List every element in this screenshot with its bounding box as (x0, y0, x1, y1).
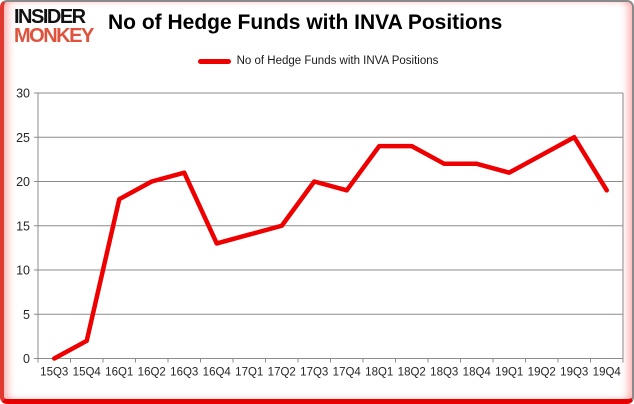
x-tick-label: 17Q4 (333, 367, 362, 379)
series-line (52, 135, 609, 361)
logo-text-monkey: MONKEY (14, 25, 94, 47)
x-tick-label: 19Q4 (593, 367, 622, 379)
x-tick-label: 15Q3 (40, 367, 68, 379)
legend-line-swatch (197, 58, 231, 64)
y-tick-label: 20 (16, 175, 30, 189)
x-tick-label: 19Q1 (495, 367, 523, 379)
x-tick-label: 18Q3 (430, 367, 458, 379)
x-tick-label: 18Q4 (463, 367, 492, 379)
x-tick-label: 15Q4 (73, 367, 102, 379)
x-tick-label: 17Q3 (300, 367, 328, 379)
logo-text-insider: INSIDER (14, 6, 86, 28)
x-tick-label: 19Q3 (560, 367, 588, 379)
chart-title: No of Hedge Funds with INVA Positions (108, 11, 503, 34)
y-tick-label: 25 (16, 131, 30, 145)
x-axis-tick-labels: 15Q3 15Q4 16Q1 16Q2 16Q3 16Q4 17Q1 17Q2 17Q3 17Q4… (40, 367, 621, 379)
axes (37, 93, 624, 363)
x-tick-label: 16Q2 (138, 367, 166, 379)
y-tick-label: 15 (16, 219, 30, 233)
y-tick-label: 0 (23, 352, 30, 366)
y-tick-label: 30 (16, 87, 30, 101)
line-chart: 0 5 10 15 20 25 30 15Q3 15Q4 16Q1 16Q2 16Q3 16Q4 17Q1… (16, 87, 624, 379)
legend-label: No of Hedge Funds with INVA Positions (236, 55, 439, 67)
x-tick-label: 16Q4 (203, 367, 232, 379)
insider-monkey-logo: INSIDER MONKEY (14, 6, 94, 47)
x-tick-label: 19Q2 (528, 367, 556, 379)
x-tick-label: 18Q1 (365, 367, 393, 379)
x-tick-label: 17Q1 (235, 367, 263, 379)
x-tick-label: 17Q2 (268, 367, 296, 379)
y-axis-tick-labels: 0 5 10 15 20 25 30 (16, 87, 30, 367)
gridlines (34, 92, 623, 359)
x-tick-label: 16Q1 (105, 367, 133, 379)
x-tick-label: 16Q3 (170, 367, 198, 379)
y-tick-label: 10 (16, 264, 30, 278)
legend: No of Hedge Funds with INVA Positions (4, 55, 632, 67)
y-tick-label: 5 (23, 308, 30, 322)
x-tick-label: 18Q2 (398, 367, 426, 379)
